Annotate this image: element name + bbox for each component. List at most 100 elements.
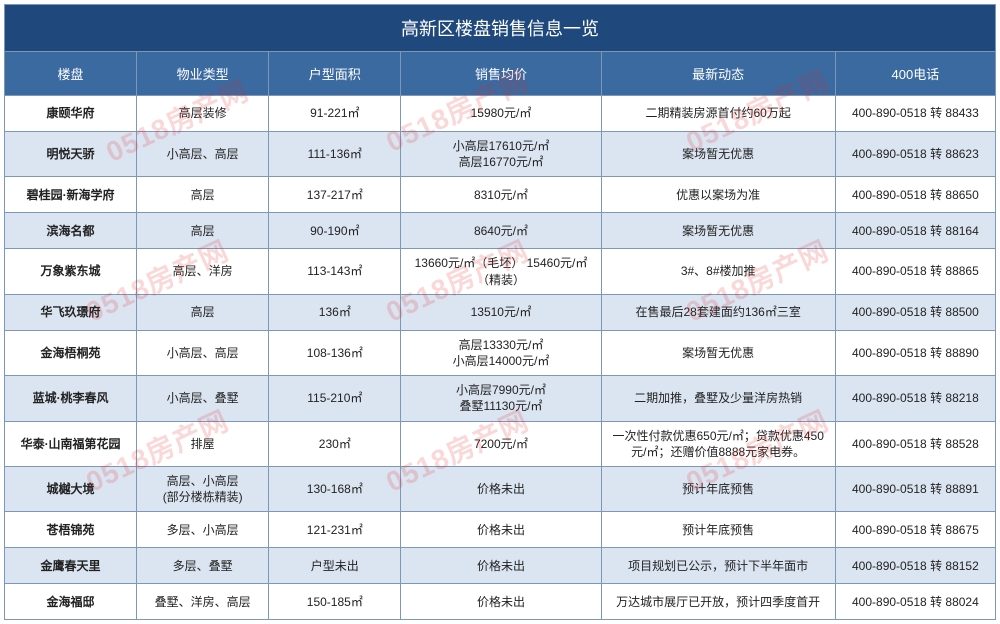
cell-name: 金海梧桐苑: [5, 330, 137, 375]
cell-name: 万象紫东城: [5, 249, 137, 294]
cell-news: 二期精装房源首付约60万起: [601, 96, 835, 132]
cell-tel: 400-890-0518 转 88623: [835, 132, 995, 177]
cell-type: 小高层、叠墅: [137, 376, 269, 421]
cell-area: 136㎡: [269, 294, 401, 330]
cell-news: 在售最后28套建面约136㎡三室: [601, 294, 835, 330]
table-row: 滨海名都高层90-190㎡8640元/㎡案场暂无优惠400-890-0518 转…: [5, 213, 996, 249]
cell-news: 优惠以案场为准: [601, 177, 835, 213]
cell-area: 137-217㎡: [269, 177, 401, 213]
cell-type: 小高层、高层: [137, 132, 269, 177]
cell-price: 15980元/㎡: [401, 96, 601, 132]
cell-tel: 400-890-0518 转 88675: [835, 512, 995, 548]
cell-news: 万达城市展厅已开放，预计四季度首开: [601, 584, 835, 620]
cell-type: 高层: [137, 213, 269, 249]
cell-tel: 400-890-0518 转 88218: [835, 376, 995, 421]
cell-name: 明悦天骄: [5, 132, 137, 177]
table-row: 康颐华府高层装修91-221㎡15980元/㎡二期精装房源首付约60万起400-…: [5, 96, 996, 132]
cell-news: 预计年底预售: [601, 466, 835, 511]
table-row: 金海福邸叠墅、洋房、高层150-185㎡价格未出万达城市展厅已开放，预计四季度首…: [5, 584, 996, 620]
cell-price: 价格未出: [401, 548, 601, 584]
cell-area: 户型未出: [269, 548, 401, 584]
cell-name: 金海福邸: [5, 584, 137, 620]
cell-tel: 400-890-0518 转 88152: [835, 548, 995, 584]
table-body: 高新区楼盘销售信息一览 楼盘 物业类型 户型面积 销售均价 最新动态 400电话…: [5, 5, 996, 620]
cell-price: 价格未出: [401, 512, 601, 548]
cell-area: 230㎡: [269, 421, 401, 466]
col-header-tel: 400电话: [835, 52, 995, 96]
cell-type: 高层: [137, 294, 269, 330]
cell-price: 小高层7990元/㎡叠墅11130元/㎡: [401, 376, 601, 421]
cell-type: 多层、叠墅: [137, 548, 269, 584]
col-header-price: 销售均价: [401, 52, 601, 96]
cell-area: 130-168㎡: [269, 466, 401, 511]
cell-type: 多层、小高层: [137, 512, 269, 548]
cell-tel: 400-890-0518 转 88500: [835, 294, 995, 330]
cell-tel: 400-890-0518 转 88024: [835, 584, 995, 620]
cell-name: 滨海名都: [5, 213, 137, 249]
cell-area: 150-185㎡: [269, 584, 401, 620]
table-row: 金海梧桐苑小高层、高层108-136㎡高层13330元/㎡小高层14000元/㎡…: [5, 330, 996, 375]
table-header-row: 楼盘 物业类型 户型面积 销售均价 最新动态 400电话: [5, 52, 996, 96]
cell-area: 115-210㎡: [269, 376, 401, 421]
cell-area: 121-231㎡: [269, 512, 401, 548]
table-row: 万象紫东城高层、洋房113-143㎡13660元/㎡（毛坯） 15460元/㎡（…: [5, 249, 996, 294]
table-row: 华泰·山南福第花园排屋230㎡7200元/㎡一次性付款优惠650元/㎡；贷款优惠…: [5, 421, 996, 466]
col-header-area: 户型面积: [269, 52, 401, 96]
cell-news: 案场暂无优惠: [601, 213, 835, 249]
cell-tel: 400-890-0518 转 88650: [835, 177, 995, 213]
cell-price: 7200元/㎡: [401, 421, 601, 466]
cell-news: 3#、8#楼加推: [601, 249, 835, 294]
cell-news: 项目规划已公示，预计下半年面市: [601, 548, 835, 584]
cell-price: 小高层17610元/㎡高层16770元/㎡: [401, 132, 601, 177]
table-row: 华飞玖璟府高层136㎡13510元/㎡在售最后28套建面约136㎡三室400-8…: [5, 294, 996, 330]
cell-name: 康颐华府: [5, 96, 137, 132]
table-row: 碧桂园·新海学府高层137-217㎡8310元/㎡优惠以案场为准400-890-…: [5, 177, 996, 213]
cell-price: 高层13330元/㎡小高层14000元/㎡: [401, 330, 601, 375]
cell-name: 华泰·山南福第花园: [5, 421, 137, 466]
col-header-name: 楼盘: [5, 52, 137, 96]
table-row: 明悦天骄小高层、高层111-136㎡小高层17610元/㎡高层16770元/㎡案…: [5, 132, 996, 177]
cell-price: 价格未出: [401, 466, 601, 511]
cell-news: 二期加推，叠墅及少量洋房热销: [601, 376, 835, 421]
cell-tel: 400-890-0518 转 88433: [835, 96, 995, 132]
cell-type: 高层、小高层(部分楼栋精装): [137, 466, 269, 511]
table-row: 城樾大境高层、小高层(部分楼栋精装)130-168㎡价格未出预计年底预售400-…: [5, 466, 996, 511]
cell-type: 排屋: [137, 421, 269, 466]
table-title-row: 高新区楼盘销售信息一览: [5, 5, 996, 52]
table-row: 金鹰春天里多层、叠墅户型未出价格未出项目规划已公示，预计下半年面市400-890…: [5, 548, 996, 584]
cell-area: 111-136㎡: [269, 132, 401, 177]
table-row: 蓝城·桃李春风小高层、叠墅115-210㎡小高层7990元/㎡叠墅11130元/…: [5, 376, 996, 421]
cell-tel: 400-890-0518 转 88890: [835, 330, 995, 375]
col-header-type: 物业类型: [137, 52, 269, 96]
cell-news: 案场暂无优惠: [601, 330, 835, 375]
cell-tel: 400-890-0518 转 88528: [835, 421, 995, 466]
cell-type: 高层: [137, 177, 269, 213]
cell-tel: 400-890-0518 转 88891: [835, 466, 995, 511]
cell-price: 8310元/㎡: [401, 177, 601, 213]
cell-type: 高层、洋房: [137, 249, 269, 294]
cell-area: 91-221㎡: [269, 96, 401, 132]
cell-price: 13660元/㎡（毛坯） 15460元/㎡（精装）: [401, 249, 601, 294]
cell-type: 高层装修: [137, 96, 269, 132]
cell-tel: 400-890-0518 转 88164: [835, 213, 995, 249]
cell-name: 碧桂园·新海学府: [5, 177, 137, 213]
cell-news: 案场暂无优惠: [601, 132, 835, 177]
cell-area: 108-136㎡: [269, 330, 401, 375]
cell-type: 叠墅、洋房、高层: [137, 584, 269, 620]
cell-name: 金鹰春天里: [5, 548, 137, 584]
cell-name: 城樾大境: [5, 466, 137, 511]
col-header-news: 最新动态: [601, 52, 835, 96]
property-sales-table: 高新区楼盘销售信息一览 楼盘 物业类型 户型面积 销售均价 最新动态 400电话…: [4, 4, 996, 620]
cell-tel: 400-890-0518 转 88865: [835, 249, 995, 294]
cell-name: 苍梧锦苑: [5, 512, 137, 548]
cell-area: 90-190㎡: [269, 213, 401, 249]
cell-area: 113-143㎡: [269, 249, 401, 294]
table-row: 苍梧锦苑多层、小高层121-231㎡价格未出预计年底预售400-890-0518…: [5, 512, 996, 548]
cell-news: 预计年底预售: [601, 512, 835, 548]
cell-price: 13510元/㎡: [401, 294, 601, 330]
cell-name: 华飞玖璟府: [5, 294, 137, 330]
cell-name: 蓝城·桃李春风: [5, 376, 137, 421]
cell-price: 8640元/㎡: [401, 213, 601, 249]
cell-price: 价格未出: [401, 584, 601, 620]
cell-news: 一次性付款优惠650元/㎡；贷款优惠450元/㎡；还赠价值8888元家电券。: [601, 421, 835, 466]
